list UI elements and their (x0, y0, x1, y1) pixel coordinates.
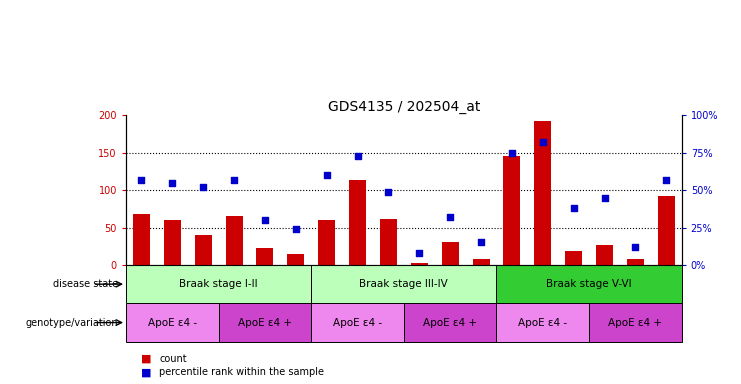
Point (536, 139, 548, 145)
Text: ApoE ε4 +: ApoE ε4 + (608, 318, 662, 328)
Text: disease state: disease state (53, 279, 119, 289)
Text: percentile rank within the sample: percentile rank within the sample (159, 367, 325, 377)
Point (321, 172, 333, 178)
Text: Braak stage I-II: Braak stage I-II (179, 279, 258, 289)
Text: Braak stage III-IV: Braak stage III-IV (359, 279, 448, 289)
Bar (627, 259, 644, 265)
Bar (380, 218, 397, 265)
Point (445, 214, 456, 220)
Point (382, 189, 394, 195)
Point (475, 240, 487, 246)
Bar (596, 245, 613, 265)
Bar (311, 303, 404, 342)
Point (660, 177, 672, 183)
Bar (658, 196, 675, 265)
Text: count: count (159, 354, 187, 364)
Text: ApoE ε4 -: ApoE ε4 - (518, 318, 568, 328)
Text: ■: ■ (141, 367, 151, 377)
Point (413, 250, 425, 256)
Bar (195, 235, 212, 265)
Bar (496, 303, 589, 342)
Point (568, 205, 579, 211)
Bar (565, 252, 582, 265)
Bar (404, 303, 496, 342)
Bar (589, 303, 682, 342)
Bar (164, 220, 181, 265)
Bar (225, 216, 242, 265)
Bar (496, 265, 682, 303)
Point (599, 195, 611, 201)
Bar (473, 259, 490, 265)
Point (259, 217, 271, 223)
Point (506, 150, 518, 156)
Bar (311, 265, 496, 303)
Point (352, 152, 364, 159)
Point (290, 226, 302, 232)
Bar (126, 303, 219, 342)
Text: ApoE ε4 -: ApoE ε4 - (333, 318, 382, 328)
Point (630, 244, 642, 250)
Text: Braak stage V-VI: Braak stage V-VI (546, 279, 632, 289)
Bar (318, 220, 335, 265)
Bar (442, 243, 459, 265)
Bar (534, 121, 551, 265)
Text: ■: ■ (141, 354, 151, 364)
Point (167, 180, 179, 186)
Bar (219, 303, 311, 342)
Point (197, 184, 209, 190)
Bar (288, 254, 305, 265)
Point (228, 177, 240, 183)
Bar (411, 263, 428, 265)
Text: ApoE ε4 +: ApoE ε4 + (423, 318, 477, 328)
Bar (256, 248, 273, 265)
Bar (133, 214, 150, 265)
Bar (349, 180, 366, 265)
Bar (503, 156, 520, 265)
Text: ApoE ε4 +: ApoE ε4 + (238, 318, 292, 328)
Bar (126, 265, 311, 303)
Text: genotype/variation: genotype/variation (26, 318, 119, 328)
Point (136, 177, 147, 183)
Title: GDS4135 / 202504_at: GDS4135 / 202504_at (328, 100, 480, 114)
Text: ApoE ε4 -: ApoE ε4 - (147, 318, 197, 328)
